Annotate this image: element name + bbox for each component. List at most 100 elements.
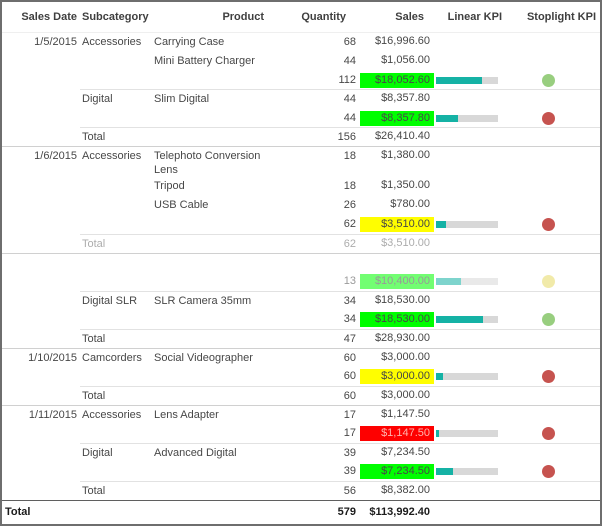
cell-subcategory	[80, 310, 152, 329]
linear-kpi-bar-fill	[436, 114, 458, 122]
cell-subcategory	[80, 424, 152, 443]
sales-kpi-cell: $3,000.00	[360, 369, 434, 384]
sales-value: $8,382.00	[381, 483, 430, 496]
cell-stoplight-kpi	[510, 442, 600, 462]
cell-stoplight-kpi	[510, 71, 600, 90]
cell-product	[152, 252, 266, 272]
cell-sales: $10,400.00	[360, 272, 434, 291]
cell-linear-kpi	[434, 52, 510, 71]
cell-product: Tripod	[154, 180, 185, 192]
cell-linear-kpi	[434, 33, 510, 52]
cell-sales-date	[2, 329, 80, 348]
cell-quantity: 62	[266, 233, 360, 253]
sales-value: $1,380.00	[381, 149, 430, 161]
cell-product: USB Cable	[154, 199, 209, 211]
cell-sales: $18,530.00	[360, 310, 434, 329]
cell-quantity: 34	[266, 290, 360, 310]
table-header: Sales Date Subcategory Product Quantity …	[2, 2, 600, 33]
cell-product: SLR Camera 35mm	[152, 290, 266, 310]
table-row: 112 $18,052.60	[2, 71, 600, 90]
cell-product	[152, 215, 266, 234]
sales-value: $28,930.00	[374, 331, 430, 344]
column-header-stoplight-kpi: Stoplight KPI	[510, 2, 600, 33]
cell-linear-kpi	[434, 109, 510, 128]
cell-subcategory	[80, 367, 152, 386]
cell-quantity: 60	[343, 370, 356, 382]
cell-sales-date	[2, 71, 80, 90]
cell-quantity: 44	[266, 89, 360, 109]
cell-sales-date	[2, 272, 80, 291]
linear-kpi-bar	[436, 278, 498, 285]
cell-product	[152, 272, 266, 291]
column-header-subcategory: Subcategory	[80, 2, 152, 33]
cell-stoplight-kpi	[510, 252, 600, 272]
cell-quantity: 47	[266, 328, 360, 348]
cell-linear-kpi	[434, 347, 510, 367]
cell-sales: $7,234.50	[360, 462, 434, 481]
cell-quantity: 26	[343, 199, 356, 211]
cell-product	[152, 424, 266, 443]
cell-stoplight-kpi	[510, 177, 600, 196]
column-header-quantity: Quantity	[266, 2, 360, 33]
cell-product	[152, 109, 266, 128]
cell-quantity	[266, 252, 360, 272]
table-row: 1/5/2015 Accessories Carrying Case 68 $16,99…	[2, 33, 600, 52]
linear-kpi-bar	[436, 221, 498, 228]
sales-value: $113,992.40	[369, 505, 430, 518]
cell-sales-date	[2, 52, 80, 71]
cell-sales-date	[2, 481, 80, 500]
cell-product: Social Videographer	[152, 347, 266, 367]
cell-linear-kpi	[434, 442, 510, 462]
cell-linear-kpi	[434, 480, 510, 500]
cell-subcategory	[80, 462, 152, 481]
cell-subcategory: Accessories	[82, 36, 142, 48]
cell-linear-kpi	[434, 499, 510, 522]
cell-sales-date	[2, 109, 80, 128]
cell-product: Lens Adapter	[152, 404, 266, 424]
cell-subcategory: Digital	[80, 442, 152, 462]
cell-sales-date: 1/5/2015	[34, 36, 77, 48]
cell-product: Telephoto Conversion Lens	[152, 146, 266, 177]
table-row: Mini Battery Charger 44 $1,056.00	[2, 52, 600, 71]
sales-value: $3,000.00	[381, 350, 430, 363]
cell-subcategory: Accessories	[80, 146, 152, 177]
stoplight-indicator	[542, 427, 555, 440]
sales-value: $1,147.50	[381, 407, 430, 420]
cell-stoplight-kpi	[510, 52, 600, 71]
linear-kpi-bar-fill	[436, 221, 446, 228]
sales-kpi-cell: $7,234.50	[360, 464, 434, 479]
cell-sales: $28,930.00	[360, 328, 434, 348]
cell-sales-date	[2, 252, 80, 272]
cell-sales: $1,380.00	[360, 146, 434, 177]
cell-linear-kpi	[434, 385, 510, 405]
cell-stoplight-kpi	[510, 480, 600, 500]
sales-kpi-cell: $18,052.60	[360, 72, 434, 88]
sales-value: $18,530.00	[374, 293, 430, 306]
cell-sales: $16,996.60	[360, 33, 434, 52]
sales-kpi-cell: $10,400.00	[360, 274, 434, 289]
cell-stoplight-kpi	[510, 385, 600, 405]
cell-linear-kpi	[434, 71, 510, 90]
linear-kpi-bar-fill	[436, 373, 444, 380]
cell-quantity: 34	[343, 313, 356, 325]
cell-sales: $3,000.00	[360, 347, 434, 367]
table-row	[2, 252, 600, 272]
cell-stoplight-kpi	[510, 109, 600, 128]
cell-stoplight-kpi	[510, 146, 600, 177]
cell-product	[152, 310, 266, 329]
cell-linear-kpi	[434, 404, 510, 424]
cell-sales-date	[2, 196, 80, 215]
cell-stoplight-kpi	[510, 499, 600, 522]
table-row: 1/11/2015 Accessories Lens Adapter 17 $1,147…	[2, 404, 600, 424]
cell-sales: $18,530.00	[360, 290, 434, 310]
cell-linear-kpi	[434, 146, 510, 177]
cell-sales-date	[2, 367, 80, 386]
cell-stoplight-kpi	[510, 127, 600, 147]
linear-kpi-bar	[436, 114, 498, 122]
cell-quantity: 44	[343, 54, 356, 67]
linear-kpi-bar	[436, 316, 498, 323]
sales-value: $3,000.00	[381, 388, 430, 401]
cell-sales: $8,357.80	[360, 109, 434, 128]
cell-sales-date	[2, 386, 80, 405]
